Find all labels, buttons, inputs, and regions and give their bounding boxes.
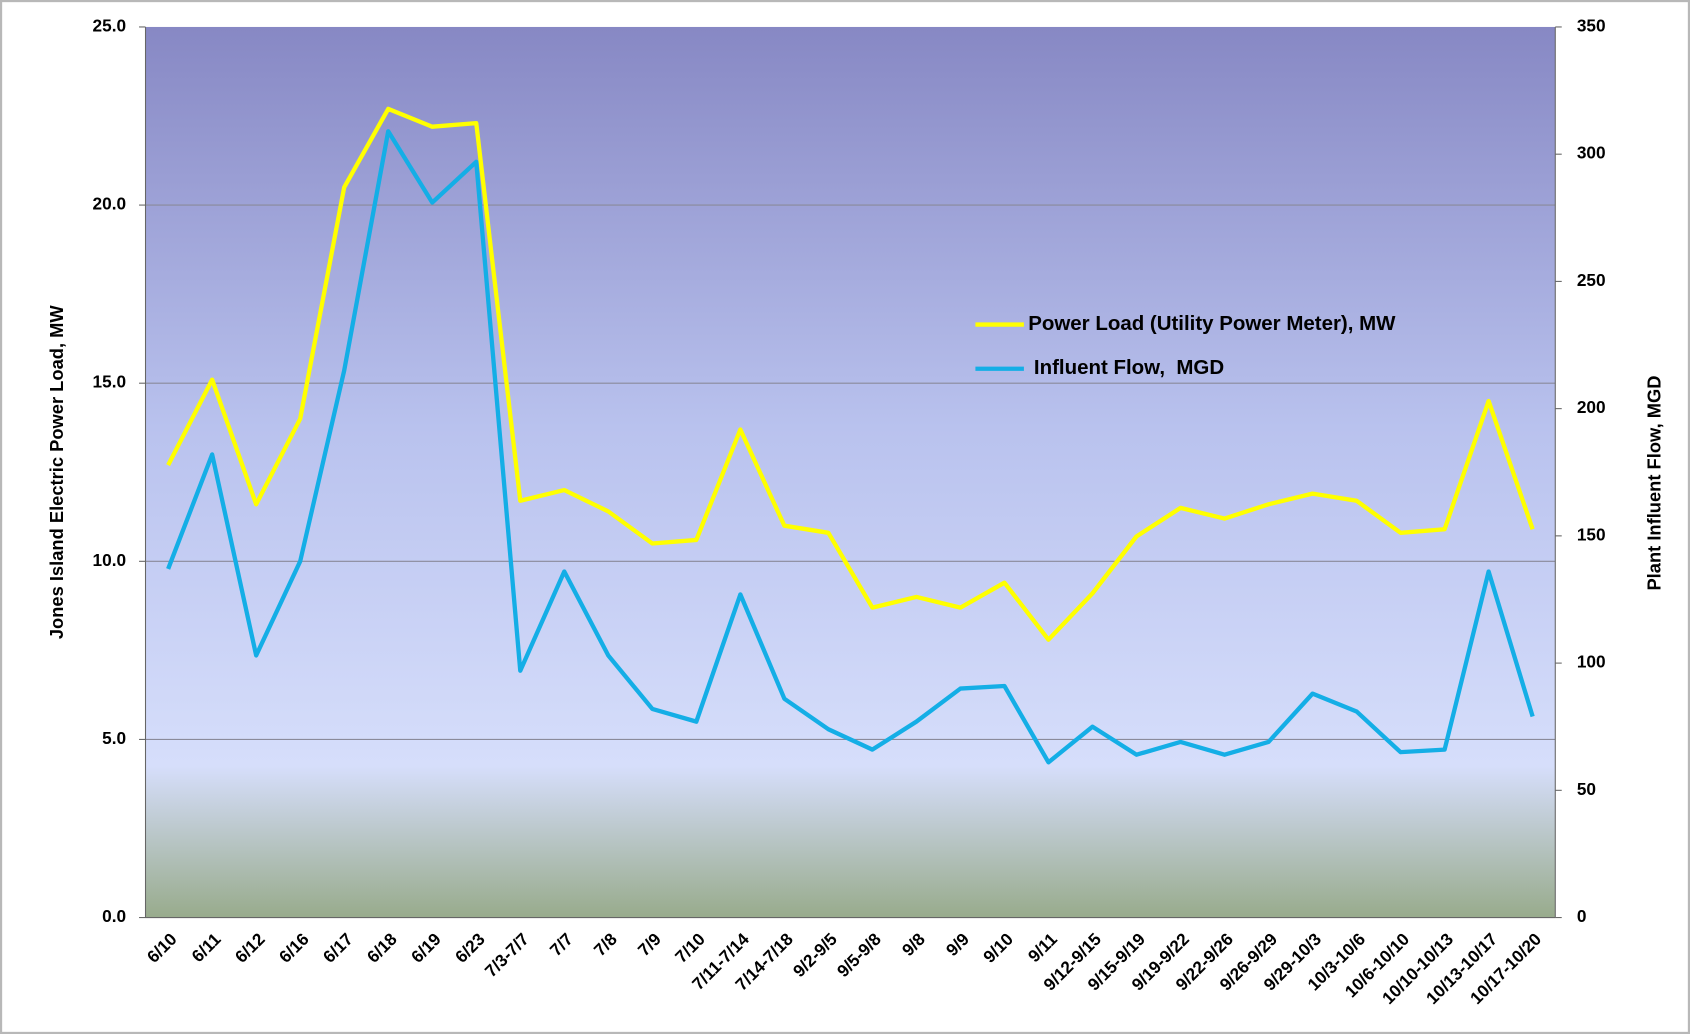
- y-axis-title: Jones Island Electric Power Load, MW: [46, 305, 67, 640]
- y2-tick-label: 300: [1577, 143, 1606, 163]
- series-line: [166, 106, 1535, 642]
- y2-tick-label: 100: [1577, 652, 1606, 672]
- legend-label: Power Load (Utility Power Meter), MW: [1028, 312, 1396, 335]
- y2-tick-label: 150: [1577, 524, 1606, 544]
- series-line: [166, 129, 1535, 765]
- y-tick-label: 15.0: [93, 372, 127, 392]
- y2-tick-label: 50: [1577, 779, 1596, 799]
- y-tick-label: 25.0: [93, 15, 127, 35]
- y2-axis-title: Plant Influent Flow, MGD: [1643, 376, 1664, 591]
- y-tick-label: 0.0: [102, 906, 126, 926]
- y2-tick-label: 350: [1577, 15, 1606, 35]
- y2-tick-label: 250: [1577, 270, 1606, 290]
- y-tick-label: 5.0: [102, 728, 126, 748]
- y-tick-label: 10.0: [93, 550, 127, 570]
- legend-label: Influent Flow, MGD: [1028, 356, 1224, 379]
- y2-tick-label: 200: [1577, 397, 1606, 417]
- y2-tick-label: 0: [1577, 906, 1587, 926]
- y-tick-label: 20.0: [93, 194, 127, 214]
